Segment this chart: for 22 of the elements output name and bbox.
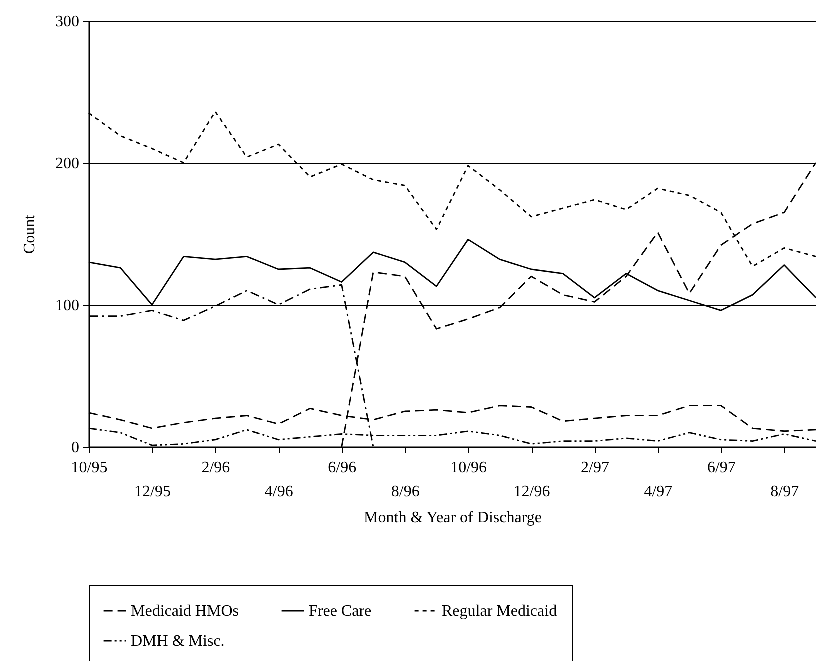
x-axis-title: Month & Year of Discharge [364, 510, 542, 526]
x-tick-label: 10/95 [71, 460, 108, 476]
x-tick-label: 4/97 [644, 484, 673, 500]
x-tick-label: 6/96 [328, 460, 357, 476]
x-tick-label: 2/96 [202, 460, 230, 476]
x-tick-label: 4/96 [264, 484, 294, 500]
x-tick-label: 10/96 [450, 460, 488, 476]
x-tick-label: 12/96 [514, 484, 550, 500]
x-tick-label: 2/97 [581, 460, 610, 476]
y-tick-label: 0 [72, 440, 80, 456]
y-tick-label: 200 [56, 156, 80, 172]
x-tick-label: 8/97 [770, 484, 800, 500]
x-tick-label: 12/95 [134, 484, 171, 500]
y-tick-label: 100 [56, 298, 80, 314]
y-axis-title: Count [22, 214, 38, 254]
x-tick-label: 8/96 [391, 484, 420, 500]
x-tick-label: 6/97 [707, 460, 736, 476]
legend-label: DMH & Misc. [131, 633, 225, 650]
y-tick-label: 300 [56, 14, 80, 30]
legend-label: Medicaid HMOs [131, 603, 239, 620]
legend-label: Regular Medicaid [442, 603, 558, 620]
legend-label: Free Care [309, 603, 372, 620]
